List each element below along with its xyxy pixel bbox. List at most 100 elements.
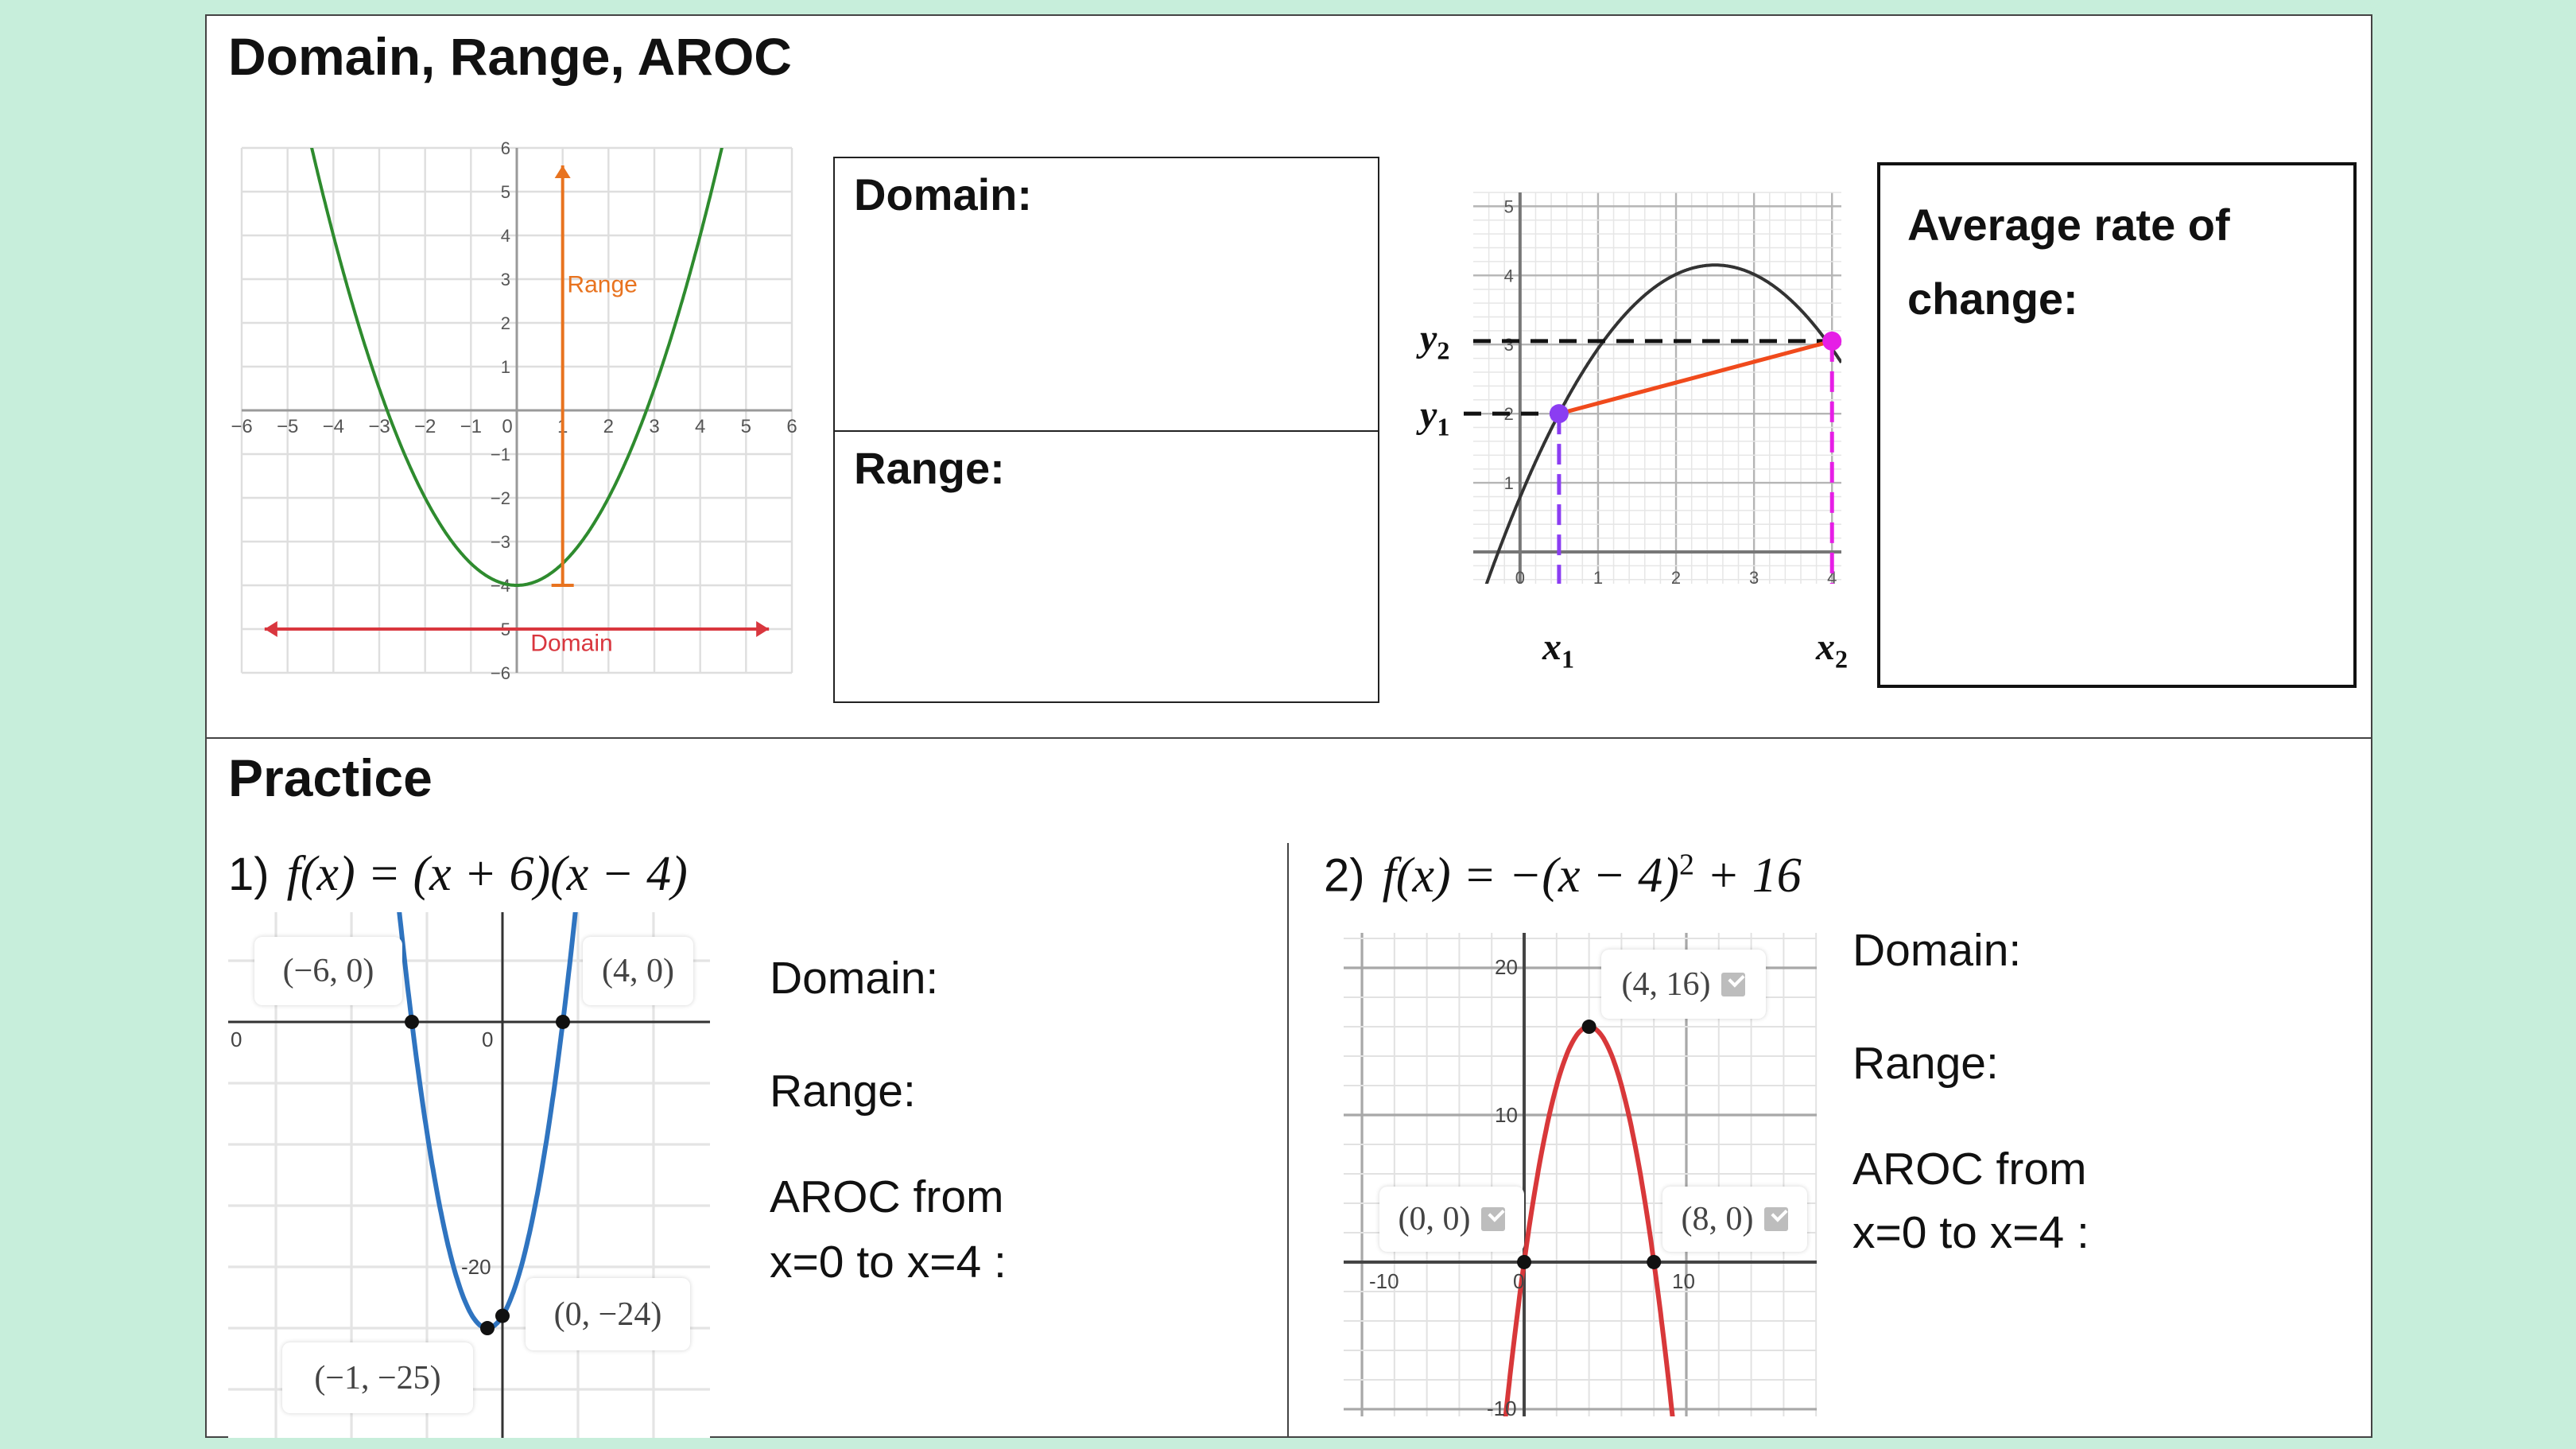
problem-1-aroc-label: AROC from [770, 1171, 1004, 1222]
problem-2-function: f(x) = −(x − 4)2 + 16 [1383, 849, 1802, 903]
y1-subscript: 1 [1437, 412, 1450, 441]
edit-icon[interactable] [1481, 1207, 1506, 1231]
problem-divider [1287, 843, 1289, 1438]
range-label: Range [567, 272, 637, 298]
x2-label: x2 [1816, 628, 1848, 672]
x1-label: x1 [1542, 628, 1574, 672]
box-divider [835, 430, 1378, 432]
y-tick-label: 4 [501, 226, 510, 246]
marked-point [479, 1321, 495, 1336]
aroc-label: Average rate of change: [1907, 200, 2230, 324]
domain-range-example-graph: −6−5−4−3−2−10123456654321−1−2−3−4−5−6Ran… [231, 138, 797, 683]
x-tick-label: 2 [603, 416, 614, 437]
y-tick-label: −2 [491, 488, 510, 508]
domain-arrowhead [264, 621, 277, 637]
x-tick-label: 0 [1515, 568, 1525, 588]
axis-label: -20 [461, 1255, 491, 1279]
problem-2-equation: 2) f(x) = −(x − 4)2 + 16 [1324, 849, 1802, 900]
point-label-text: (4, 16) [1621, 965, 1711, 1003]
marked-point [495, 1308, 510, 1323]
point-label[interactable]: (0, −24) [526, 1278, 690, 1350]
y1-label: y1 [1420, 396, 1449, 440]
range-arrowhead [554, 165, 571, 178]
point-label[interactable]: (8, 0) [1662, 1187, 1807, 1252]
x-tick-label: 6 [786, 416, 797, 437]
problem-2-range-label: Range: [1852, 1038, 1999, 1089]
x-tick-label: 4 [1827, 568, 1837, 588]
equation-tail: + 16 [1693, 848, 1802, 903]
point-label-text: (−6, 0) [282, 953, 374, 989]
point-label[interactable]: (−6, 0) [254, 937, 402, 1005]
range-label: Range: [854, 443, 1005, 493]
axis-label: 0 [1513, 1269, 1525, 1293]
point-2 [1822, 331, 1842, 351]
y-tick-label: 4 [1504, 266, 1514, 286]
problem-1-aroc-interval: x=0 to x=4 : [770, 1237, 1007, 1288]
axis-label: 10 [1495, 1103, 1518, 1127]
problem-1-number: 1) [228, 849, 270, 900]
practice-title: Practice [228, 748, 433, 807]
x-tick-label: 1 [1593, 568, 1603, 588]
x-tick-label: −4 [323, 416, 344, 437]
point-label[interactable]: (0, 0) [1379, 1187, 1524, 1252]
axis-label: -10 [1487, 1397, 1517, 1420]
y-tick-label: −6 [491, 663, 510, 683]
y-tick-label: 3 [1504, 335, 1514, 355]
x-tick-label: −3 [368, 416, 390, 437]
y-tick-label: 2 [501, 313, 510, 333]
marked-point [1517, 1254, 1532, 1269]
point-label[interactable]: (4, 0) [583, 937, 693, 1005]
x-tick-label: 5 [741, 416, 751, 437]
edit-icon[interactable] [1721, 972, 1746, 996]
problem-1-equation: 1) f(x) = (x + 6)(x − 4) [228, 849, 688, 899]
point-label-text: (4, 0) [602, 953, 674, 989]
x2-subscript: 2 [1835, 644, 1848, 674]
y2-subscript: 2 [1437, 336, 1450, 365]
y-tick-label: −3 [491, 532, 510, 552]
point-label[interactable]: (−1, −25) [282, 1342, 473, 1413]
x-tick-label: 0 [502, 416, 512, 437]
marked-point [405, 1014, 420, 1029]
domain-range-box: Domain: Range: [833, 157, 1379, 703]
domain-label: Domain: [854, 169, 1032, 219]
y2-label: y2 [1420, 320, 1449, 363]
problem-1-function: f(x) = (x + 6)(x − 4) [286, 847, 688, 901]
point-label[interactable]: (4, 16) [1601, 950, 1766, 1019]
point-1 [1549, 404, 1569, 424]
x-tick-label: −6 [231, 416, 252, 437]
domain-arrowhead [756, 621, 770, 637]
problem-2-aroc-interval: x=0 to x=4 : [1852, 1207, 2089, 1258]
axis-label: -10 [1369, 1269, 1399, 1293]
page-title: Domain, Range, AROC [228, 27, 792, 86]
x-tick-label: −2 [414, 416, 436, 437]
equation-base: f(x) = −(x − 4) [1382, 848, 1679, 903]
aroc-box: Average rate of change: [1877, 162, 2357, 688]
point-label-text: (0, 0) [1398, 1201, 1471, 1237]
section-divider [205, 737, 2372, 739]
marked-point [1581, 1020, 1596, 1035]
y-tick-label: 1 [501, 357, 510, 377]
y-tick-label: 6 [501, 138, 510, 158]
problem-2-number: 2) [1324, 849, 1365, 902]
x-tick-label: −5 [277, 416, 298, 437]
axis-label: 10 [1672, 1269, 1695, 1293]
secant-line [1558, 339, 1833, 416]
y-tick-label: 5 [501, 182, 510, 202]
point-label-text: (0, −24) [553, 1296, 662, 1333]
y-tick-label: 5 [1504, 196, 1514, 216]
axis-label: 20 [1495, 955, 1518, 979]
equation-exponent: 2 [1678, 848, 1694, 881]
edit-icon[interactable] [1764, 1207, 1789, 1231]
domain-label: Domain [530, 631, 612, 657]
x-tick-label: −1 [460, 416, 482, 437]
problem-1-domain-label: Domain: [770, 953, 939, 1004]
function-curve [310, 148, 724, 587]
x1-subscript: 1 [1562, 644, 1574, 674]
point-label-text: (8, 0) [1681, 1201, 1754, 1237]
y-tick-label: −1 [491, 445, 510, 464]
x-tick-label: 3 [649, 416, 659, 437]
y-tick-label: 1 [1504, 473, 1514, 493]
axis-label: 0 [231, 1028, 242, 1051]
aroc-diagram-graph: 0123412345 [1464, 192, 1842, 588]
axis-label: 0 [482, 1028, 494, 1051]
